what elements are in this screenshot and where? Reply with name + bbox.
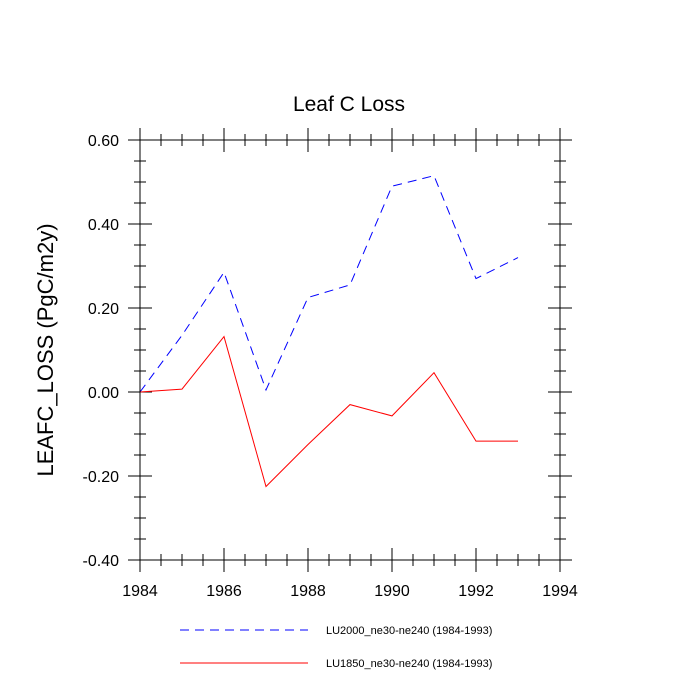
x-tick-label: 1984 xyxy=(122,583,158,600)
legend-label-1: LU1850_ne30-ne240 (1984-1993) xyxy=(326,658,492,670)
y-tick-label: 0.40 xyxy=(88,217,119,234)
x-tick-label: 1990 xyxy=(374,583,410,600)
y-tick-label: 0.20 xyxy=(88,301,119,318)
legend: LU2000_ne30-ne240 (1984-1993) LU1850_ne30… xyxy=(180,625,492,670)
legend-label-0: LU2000_ne30-ne240 (1984-1993) xyxy=(326,625,492,637)
x-tick-label: 1986 xyxy=(206,583,242,600)
chart-title: Leaf C Loss xyxy=(293,93,405,116)
y-axis-label: LEAFC_LOSS (PgC/m2y) xyxy=(33,223,58,476)
y-tick-label: -0.40 xyxy=(83,553,120,570)
y-tick-label: 0.60 xyxy=(88,133,119,150)
axis-ticks xyxy=(128,128,572,572)
plot-frame xyxy=(139,139,561,561)
tick-labels: 1984 1986 1988 1990 1992 1994 -0.40 -0.20 0.00 0.… xyxy=(83,133,578,600)
x-tick-label: 1994 xyxy=(542,583,578,600)
x-tick-label: 1988 xyxy=(290,583,326,600)
y-tick-label: -0.20 xyxy=(83,469,120,486)
series-line-1 xyxy=(139,335,518,488)
series-lines xyxy=(139,175,519,488)
series-line-0 xyxy=(139,175,519,393)
y-tick-label: 0.00 xyxy=(88,385,119,402)
x-tick-label: 1992 xyxy=(458,583,494,600)
